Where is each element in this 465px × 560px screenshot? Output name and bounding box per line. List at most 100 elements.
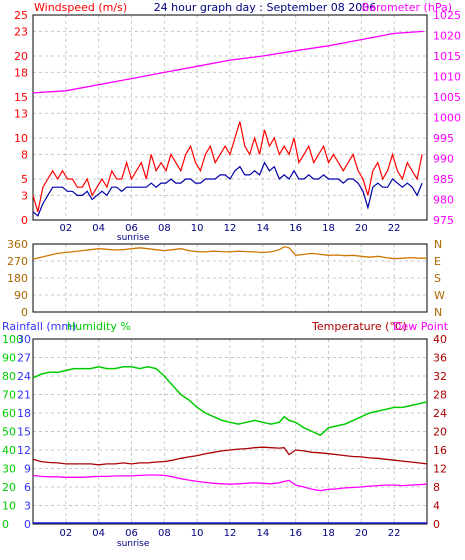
humidity-axis-title: Humidity % [67,320,131,333]
temperature-tick-label: 32 [433,370,447,383]
sunrise-label: sunrise [117,233,150,243]
rainfall-tick-label: 9 [24,463,31,476]
x-tick-label: 02 [59,223,72,234]
rainfall-tick-label: 0 [24,518,31,531]
wind-tick-label: 0 [21,214,28,227]
temperature-line [32,446,428,466]
x-tick-label: 12 [224,223,237,234]
baro-tick-label: 990 [433,153,454,166]
baro-tick-label: 995 [433,132,454,145]
x-tick-label: 16 [289,528,302,539]
x-tick-label: 16 [289,223,302,234]
barometer-line [32,30,424,94]
direction-tick-label: 0 [21,306,28,319]
rainfall-tick-label: 24 [17,370,31,383]
temperature-tick-label: 8 [433,481,440,494]
rainfall-axis-title: Rainfall (mm) [2,320,76,333]
baro-tick-label: 1005 [433,91,461,104]
baro-tick-label: 985 [433,173,454,186]
humidity-tick-label: 60 [2,407,16,420]
temperature-tick-label: 36 [433,352,447,365]
x-tick-label: 10 [191,528,204,539]
x-tick-label: 06 [125,528,138,539]
wind-axis-title: Windspeed (m/s) [34,1,127,14]
x-tick-label: 18 [322,223,335,234]
humidity-tick-label: 80 [2,370,16,383]
humidity-tick-label: 70 [2,389,16,402]
baro-tick-label: 980 [433,194,454,207]
wind-direction-line [32,246,427,260]
direction-tick-label: 270 [7,255,28,268]
x-tick-label: 02 [59,528,72,539]
rainfall-tick-label: 30 [17,333,31,346]
x-tick-label: 12 [224,528,237,539]
baro-tick-label: 1015 [433,50,461,63]
humidity-tick-label: 100 [2,333,23,346]
baro-tick-label: 975 [433,214,454,227]
x-tick-label: 06 [125,223,138,234]
wind-gust-line [32,121,423,212]
compass-label: E [434,255,441,268]
x-tick-label: 08 [158,528,171,539]
temperature-tick-label: 40 [433,333,447,346]
temperature-axis-title: Temperature (°C) [311,320,407,333]
wind-tick-label: 15 [14,91,28,104]
dewpoint-axis-title: Dew Point [393,320,449,333]
rainfall-tick-label: 3 [24,500,31,513]
compass-label: S [434,272,441,285]
x-tick-label: 10 [191,223,204,234]
chart-title: 24 hour graph day : September 08 2006 [154,1,377,14]
humidity-plot-frame [32,338,428,525]
x-tick-label: 18 [322,528,335,539]
temperature-tick-label: 12 [433,463,447,476]
rainfall-tick-label: 6 [24,481,31,494]
baro-tick-label: 1020 [433,30,461,43]
direction-tick-label: 360 [7,238,28,251]
humidity-tick-label: 20 [2,481,16,494]
temperature-tick-label: 0 [433,518,440,531]
x-tick-label: 20 [355,528,368,539]
x-tick-label: 22 [388,528,401,539]
humidity-tick-label: 40 [2,444,16,457]
temperature-tick-label: 24 [433,407,447,420]
x-tick-label: 14 [256,528,269,539]
rainfall-tick-label: 21 [17,389,31,402]
humidity-tick-label: 30 [2,463,16,476]
humidity-tick-label: 10 [2,500,16,513]
wind-tick-label: 20 [14,50,28,63]
x-tick-label: 20 [355,223,368,234]
x-tick-label: 14 [256,223,269,234]
baro-tick-label: 1000 [433,112,461,125]
baro-axis-title: Barometer (hPa) [362,1,452,14]
x-tick-label: 08 [158,223,171,234]
baro-tick-label: 1010 [433,71,461,84]
rainfall-tick-label: 27 [17,352,31,365]
rainfall-tick-label: 15 [17,426,31,439]
temperature-tick-label: 20 [433,426,447,439]
compass-label: N [434,306,442,319]
direction-tick-label: 180 [7,272,28,285]
wind-tick-label: 23 [14,25,28,38]
temperature-tick-label: 28 [433,389,447,402]
direction-tick-label: 90 [14,289,28,302]
temperature-tick-label: 16 [433,444,447,457]
compass-label: N [434,238,442,251]
temperature-tick-label: 4 [433,500,440,513]
humidity-tick-label: 0 [2,518,9,531]
x-tick-label: 22 [388,223,401,234]
wind-average-line [32,161,423,217]
wind-tick-label: 18 [14,66,28,79]
dewpoint-line [32,474,428,492]
x-tick-label: 04 [92,223,105,234]
x-tick-label: 04 [92,528,105,539]
wind-tick-label: 25 [14,9,28,22]
direction-plot-frame [32,243,428,313]
wind-tick-label: 10 [14,132,28,145]
wind-plot-frame [32,14,428,221]
wind-tick-label: 3 [21,189,28,202]
humidity-line [32,366,428,437]
humidity-tick-label: 50 [2,426,16,439]
rainfall-tick-label: 18 [17,407,31,420]
